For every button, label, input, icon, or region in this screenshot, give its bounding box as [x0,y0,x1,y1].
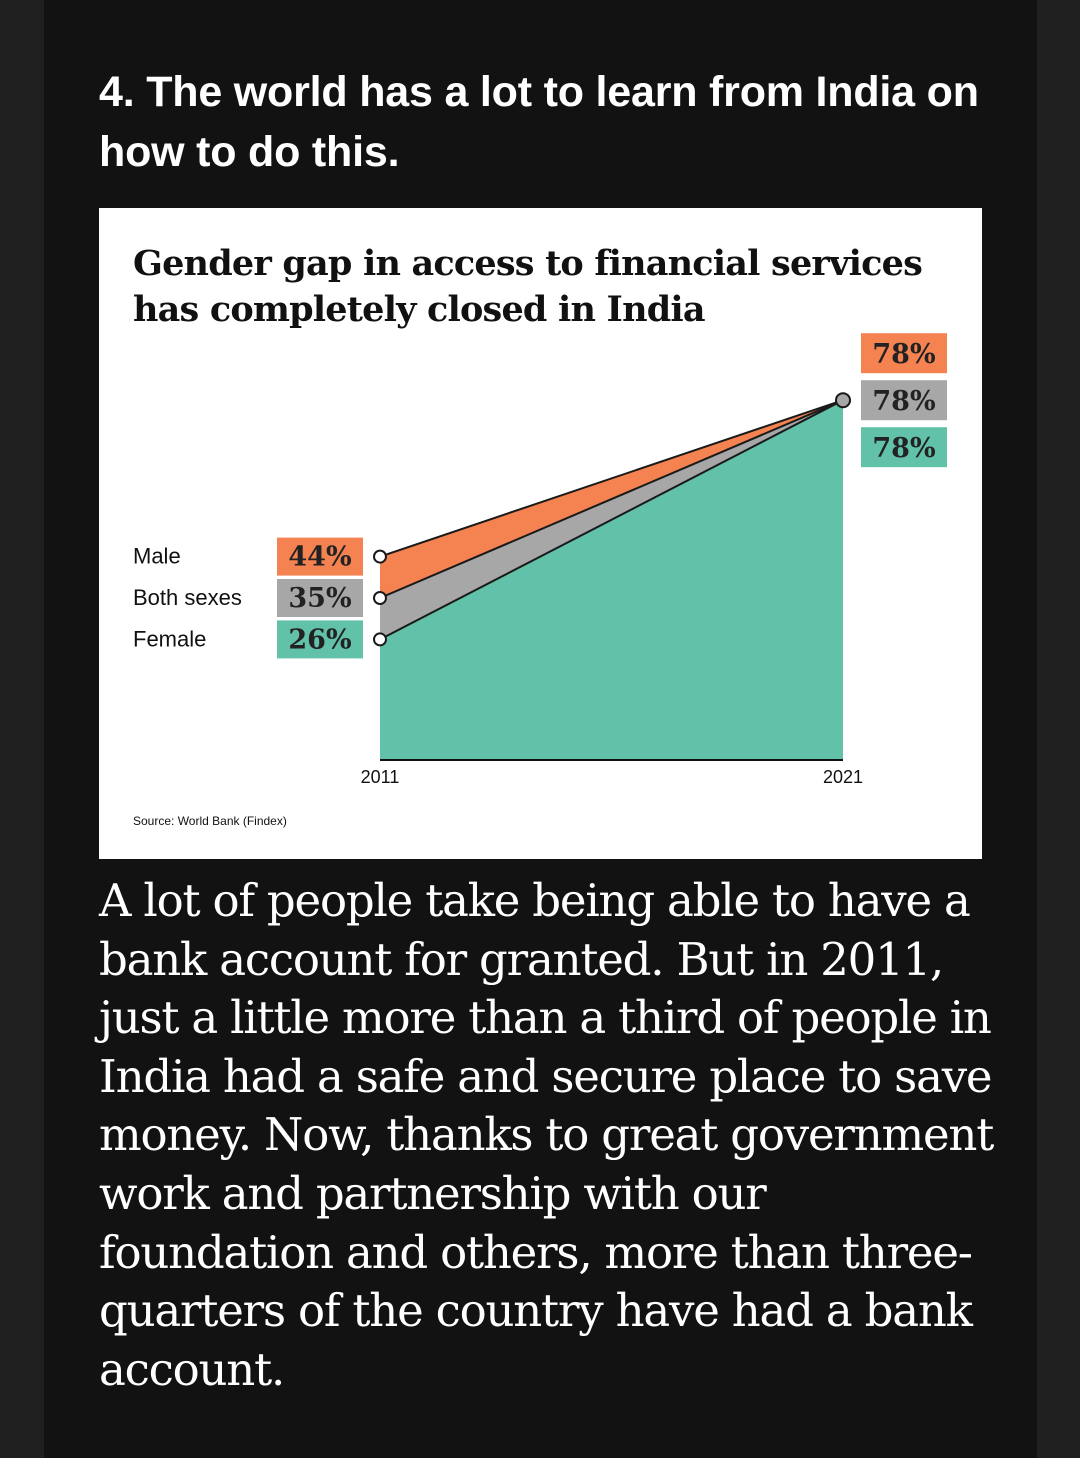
section-heading: 4. The world has a lot to learn from Ind… [99,68,979,176]
x-tick-label-2021: 2021 [823,767,863,787]
series-label-female: Female [133,626,206,651]
value-box-female-2011 [277,620,363,659]
line-male [379,399,844,558]
chart-areas [380,400,843,759]
body-paragraph: A lot of people take being able to have … [99,874,994,1396]
value-label-male-2011: 44% [288,542,351,573]
value-box-both-2011 [277,579,363,617]
value-box-male-2021 [861,333,947,374]
value-label-both-2011: 35% [288,583,351,614]
chart: Gender gap in access to financial servic… [133,243,947,828]
value-box-female-2021 [861,427,947,468]
point-both-2011 [373,591,387,605]
point-male-2011 [373,549,387,564]
chart-source: Source: World Bank (Findex) [133,814,287,828]
x-tick-label-2011: 2011 [361,767,400,787]
value-box-male-2011 [277,537,363,576]
value-box-both-2021 [861,380,947,421]
series-label-male: Male [133,544,181,569]
value-label-both-2021: 78% [872,386,935,417]
chart-figure: Gender gap in access to financial servic… [99,208,982,859]
line-both [379,399,844,599]
chart-title-line-2: has completely closed in India [133,289,705,330]
point-female-2011 [373,632,387,647]
value-label-male-2021: 78% [872,339,935,370]
value-label-female-2011: 26% [288,624,351,655]
value-label-female-2021: 78% [872,433,935,464]
line-female [379,399,844,641]
chart-title-line-1: Gender gap in access to financial servic… [133,243,922,284]
point-2021 [835,392,851,409]
chart-marks: Male 44% Both sexes 35% Female 26% 78% 78% 78% [133,333,947,761]
area-female [380,400,843,759]
series-label-both: Both sexes [133,585,242,610]
